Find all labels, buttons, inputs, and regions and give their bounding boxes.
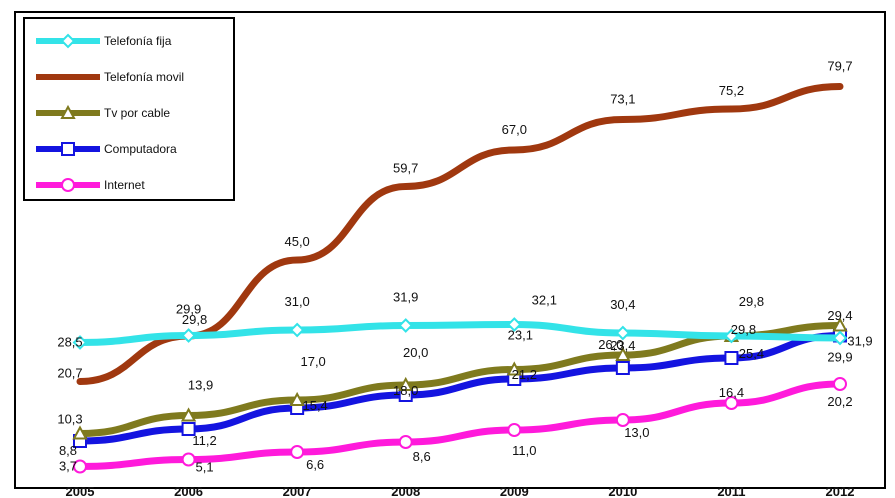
x-tick-2010: 2010 xyxy=(608,484,637,498)
data-label-tv-por-cable-2011: 29,8 xyxy=(731,322,756,337)
data-label-computadora-2011: 25,4 xyxy=(739,346,764,361)
legend-item-telefonia-fija: Telefonía fija xyxy=(36,33,172,49)
data-point-internet-2005 xyxy=(73,459,87,474)
data-point-telefonia-fija-2008 xyxy=(398,318,414,333)
legend-label-internet: Internet xyxy=(104,178,145,192)
data-label-computadora-2005: 8,8 xyxy=(59,443,77,458)
series-line-computadora xyxy=(76,332,844,445)
legend-item-computadora: Computadora xyxy=(36,142,177,156)
data-point-computadora-2006 xyxy=(181,422,196,436)
legend-item-tv-por-cable: Tv por cable xyxy=(36,104,170,120)
x-tick-2006: 2006 xyxy=(174,484,203,498)
data-point-internet-2011 xyxy=(724,396,739,410)
series-telefonia-fija xyxy=(72,317,848,350)
data-point-internet-2006 xyxy=(181,452,196,467)
data-label-telefonia-movil-2006: 29,8 xyxy=(182,312,207,327)
legend-marker-computadora xyxy=(61,142,75,156)
data-point-internet-2012 xyxy=(833,377,847,391)
data-label-telefonia-movil-2011: 75,2 xyxy=(719,83,744,98)
data-label-telefonia-movil-2005: 20,7 xyxy=(57,366,82,381)
legend-item-telefonia-movil: Telefonía movil xyxy=(36,70,184,84)
data-point-tv-por-cable-2006 xyxy=(180,407,197,422)
data-label-internet-2012: 20,2 xyxy=(827,394,852,409)
data-label-telefonia-movil-2007: 45,0 xyxy=(284,234,309,249)
data-point-tv-por-cable-2008 xyxy=(398,376,414,391)
data-point-telefonia-fija-2005 xyxy=(72,335,88,350)
x-axis-ticks: 2005 2006 2007 2008 2009 2010 2011 2012 xyxy=(66,484,855,498)
data-point-telefonia-fija-2012 xyxy=(832,330,848,346)
legend-label-tv-por-cable: Tv por cable xyxy=(104,106,170,120)
data-label-computadora-2010: 23,4 xyxy=(610,338,635,353)
legend-label-computadora: Computadora xyxy=(104,142,177,156)
data-label-telefonia-fija-2011: 29,8 xyxy=(739,294,764,309)
data-point-telefonia-fija-2010 xyxy=(615,325,631,341)
x-tick-2011: 2011 xyxy=(717,484,745,498)
data-label-telefonia-fija-2007: 31,0 xyxy=(284,294,309,309)
data-point-internet-2008 xyxy=(398,435,413,449)
data-point-tv-por-cable-2007 xyxy=(289,391,305,406)
data-label-tv-por-cable-2012: 31,9 xyxy=(847,334,872,349)
data-label-telefonia-fija-2008: 31,9 xyxy=(393,290,418,305)
data-label-internet-2007: 6,6 xyxy=(306,457,324,472)
legend-marker-internet xyxy=(61,178,75,192)
data-label-computadora-2009: 21,2 xyxy=(512,367,537,382)
legend-marker-tv-por-cable xyxy=(60,104,76,119)
data-point-telefonia-fija-2006 xyxy=(181,328,196,343)
data-label-telefonia-fija-2005: 28,5 xyxy=(57,335,82,350)
data-point-internet-2010 xyxy=(615,413,630,427)
data-label-computadora-2006: 11,2 xyxy=(192,433,216,448)
x-tick-2012: 2012 xyxy=(826,484,855,498)
data-point-tv-por-cable-2010 xyxy=(615,346,631,361)
data-point-telefonia-fija-2011 xyxy=(724,328,739,344)
data-label-internet-2008: 8,6 xyxy=(413,449,431,464)
data-label-telefonia-movil-2009: 67,0 xyxy=(502,122,527,137)
data-label-computadora-2012: 29,9 xyxy=(827,350,852,365)
x-tick-2008: 2008 xyxy=(391,484,420,498)
data-label-tv-por-cable-2007: 17,0 xyxy=(300,354,325,369)
data-label-telefonia-fija-2006: 29,9 xyxy=(176,302,201,317)
data-point-internet-2007 xyxy=(290,445,305,459)
data-point-internet-2009 xyxy=(507,423,522,437)
data-label-internet-2010: 13,0 xyxy=(624,425,649,440)
data-label-tv-por-cable-2008: 20,0 xyxy=(403,345,428,360)
data-label-layer: 3,7 5,1 6,6 8,6 11,0 13,0 16,4 20,2 8,8 11,2 15,4 1… xyxy=(57,59,872,475)
data-point-computadora-2011 xyxy=(724,351,739,365)
x-tick-2007: 2007 xyxy=(283,484,312,498)
data-point-tv-por-cable-2005 xyxy=(72,425,88,440)
series-internet xyxy=(73,377,847,474)
data-point-tv-por-cable-2009 xyxy=(506,361,522,376)
data-label-telefonia-fija-2010: 30,4 xyxy=(610,297,635,312)
data-label-computadora-2007: 15,4 xyxy=(302,398,327,413)
data-label-telefonia-movil-2008: 59,7 xyxy=(393,161,418,176)
data-point-tv-por-cable-2012 xyxy=(832,317,848,332)
x-tick-2005: 2005 xyxy=(66,484,95,498)
data-label-telefonia-movil-2012: 79,7 xyxy=(827,59,852,74)
legend-label-telefonia-movil: Telefonía movil xyxy=(104,70,184,84)
data-label-tv-por-cable-2005: 10,3 xyxy=(57,412,82,427)
legend-marker-telefonia-fija xyxy=(60,33,76,49)
legend-box xyxy=(23,17,235,201)
legend-item-internet: Internet xyxy=(36,178,145,192)
data-label-internet-2005: 3,7 xyxy=(59,459,77,474)
data-label-internet-2006: 5,1 xyxy=(196,460,214,475)
data-label-internet-2011: 16,4 xyxy=(719,385,744,400)
data-label-tv-por-cable-2009: 23,1 xyxy=(508,328,533,343)
series-line-telefonia-fija xyxy=(76,320,844,346)
data-label-internet-2009: 11,0 xyxy=(512,443,536,458)
x-tick-2009: 2009 xyxy=(500,484,529,498)
legend-label-telefonia-fija: Telefonía fija xyxy=(104,34,172,48)
data-point-telefonia-fija-2009 xyxy=(506,317,522,332)
series-layer xyxy=(72,83,848,474)
legend: Telefonía fija Telefonía movil Tv por cabl… xyxy=(23,17,235,201)
data-label-tv-por-cable-2010: 26,0 xyxy=(598,337,623,352)
data-label-telefonia-fija-2009: 32,1 xyxy=(532,293,557,308)
data-label-telefonia-movil-2010: 73,1 xyxy=(610,92,635,107)
data-label-tv-por-cable-2006: 13,9 xyxy=(188,378,213,393)
data-point-computadora-2010 xyxy=(615,361,630,375)
data-point-telefonia-fija-2007 xyxy=(289,322,305,338)
data-label-computadora-2008: 18,0 xyxy=(393,383,418,398)
data-label-telefonia-fija-2012: 29,4 xyxy=(827,308,852,323)
